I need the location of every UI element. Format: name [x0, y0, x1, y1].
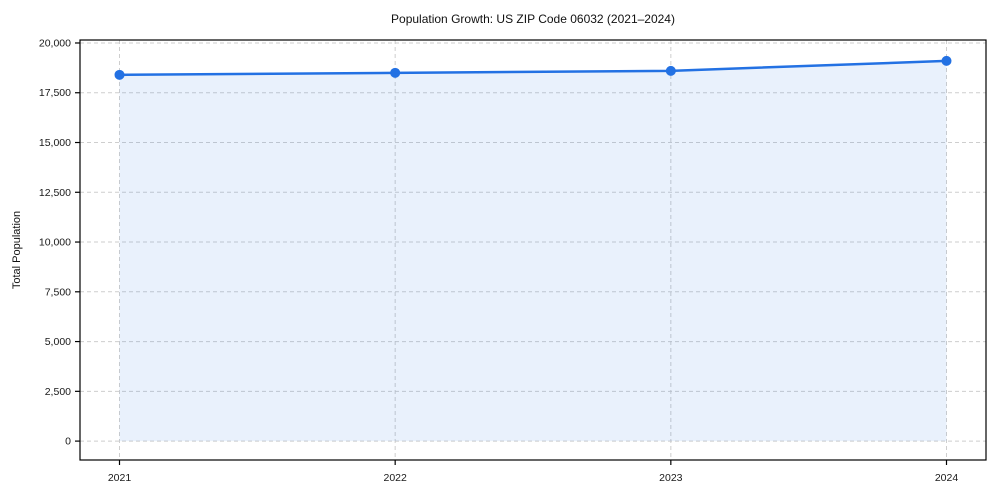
y-tick-label: 17,500: [39, 87, 71, 99]
data-point-2024: [941, 55, 952, 66]
y-tick-label: 5,000: [45, 336, 71, 348]
data-point-2023: [665, 65, 676, 76]
chart-title: Population Growth: US ZIP Code 06032 (20…: [391, 12, 675, 26]
area-fill: [119, 60, 947, 442]
y-tick-label: 2,500: [45, 386, 71, 398]
y-tick-label: 15,000: [39, 137, 71, 149]
x-tick-label: 2021: [108, 472, 132, 484]
trend-line: [118, 59, 948, 77]
y-tick-label: 12,500: [39, 187, 71, 199]
plot-border: [79, 39, 987, 461]
y-tick-label: 20,000: [39, 37, 71, 49]
y-tick-label: 10,000: [39, 237, 71, 249]
y-tick-label: 0: [65, 436, 71, 448]
x-tick-label: 2023: [659, 472, 683, 484]
x-tick-label: 2024: [935, 472, 959, 484]
x-tick-label: 2022: [383, 472, 407, 484]
data-point-2021: [114, 69, 125, 80]
data-point-2022: [390, 67, 401, 78]
y-tick-label: 7,500: [45, 286, 71, 298]
